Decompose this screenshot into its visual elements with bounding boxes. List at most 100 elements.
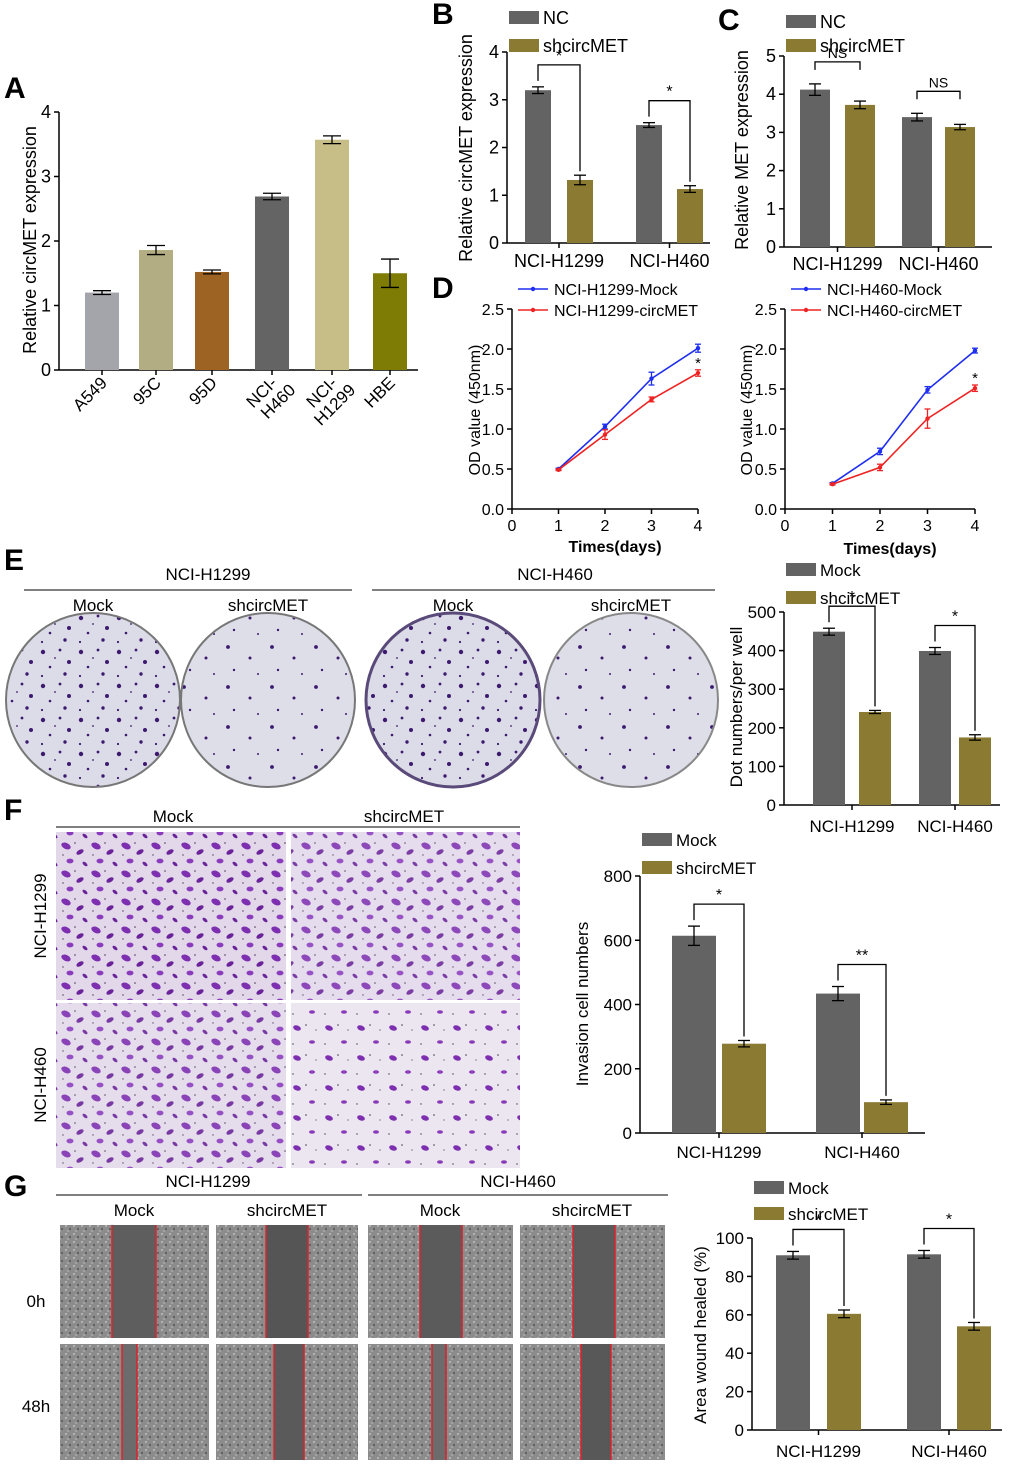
e-legend-swatch-0 [786,563,816,576]
e-sig-bracket-0 [828,605,876,707]
a-category-label-5: HBE [361,373,399,411]
a-ytick-label: 0 [41,360,51,380]
e-sig-label-1: * [952,609,958,626]
g-bar-1-0 [907,1254,941,1430]
chart-d-h1299: 0.0 0.5 1.0 1.5 2.0 2.5 OD value (450nm) 0 1 2 3 4 T… [467,282,703,556]
e-bar-0-0 [813,631,845,805]
f-bar-1-0 [816,993,860,1133]
g-ytick-label: 80 [725,1267,744,1286]
d2-xtick-label: 3 [923,518,932,535]
e-group-label-h1299: NCI-H1299 [165,565,250,584]
wound-h460-sh-48h [520,1344,665,1460]
g-ytick-label: 40 [725,1344,744,1363]
f-row-label-h460: NCI-H460 [31,1047,50,1123]
c-sig-label-0: NS [828,45,847,61]
chart-g: 0 20 40 60 80 100 Area wound healed (%) Mock shc… [691,1179,1002,1461]
e-ylabel: Dot numbers/per well [727,627,746,788]
d2-ytick-label: 0.5 [755,462,777,479]
e-label-sh-1: shcircMET [228,596,308,615]
d1-series-line-0 [557,347,699,470]
a-bar-2 [195,271,229,370]
c-legend-label-1: shcircMET [820,36,905,56]
wound-h1299-mock-0h [60,1225,209,1338]
d2-xlabel: Times(days) [843,541,936,558]
d2-legend-label-1: NCI-H460-circMET [827,303,962,320]
d2-xtick-label: 0 [781,518,790,535]
d2-xtick-label: 4 [971,518,980,535]
wound-h460-sh-0h [520,1225,665,1338]
d1-xtick-label: 1 [554,518,563,535]
g-bar-1-1 [957,1326,991,1430]
g-sig-bracket-0 [792,1228,845,1306]
f-category-label-0: NCI-H1299 [676,1143,761,1162]
c-ytick-label: 3 [766,122,776,142]
a-category-label-4: NCI-H1299 [298,368,360,430]
b-sig-bracket-0 [537,64,581,172]
a-ytick-label: 2 [41,231,51,251]
b-legend-label-1: shcircMET [543,36,628,56]
d1-ytick-label: 2.0 [482,342,504,359]
b-ytick-label: 1 [489,185,499,205]
colony-plate-h460-sh [543,612,719,788]
c-bar-1-0 [902,117,932,248]
e-label-mock-1: Mock [73,596,114,615]
d1-xtick-label: 0 [508,518,517,535]
e-label-sh-2: shcircMET [591,596,671,615]
f-ytick-label: 600 [604,931,632,950]
g-row-label-0h: 0h [27,1292,46,1311]
g-legend-swatch-1 [754,1207,784,1220]
a-ytick-label: 4 [41,102,51,122]
wound-h1299-sh-48h [216,1344,358,1460]
d1-ytick-label: 0.0 [482,502,504,519]
c-bar-1-1 [945,127,975,247]
g-legend-swatch-0 [754,1181,784,1194]
d2-legend-marker-0 [803,286,809,292]
d2-ylabel: OD value (450nm) [739,345,756,476]
g-label-sh-2: shcircMET [552,1201,632,1220]
d2-series-line-1 [832,387,976,485]
b-sig-label-1: * [666,84,672,101]
b-legend-swatch-0 [509,11,539,24]
a-ylabel: Relative circMET expression [20,126,40,354]
g-ytick-label: 60 [725,1306,744,1325]
b-category-label-0: NCI-H1299 [514,251,604,271]
f-legend-swatch-1 [642,861,672,874]
f-legend-label-0: Mock [676,831,717,850]
d1-legend-label-0: NCI-H1299-Mock [554,282,679,299]
e-legend-label-1: shcircMET [820,589,900,608]
b-bar-1-0 [636,125,662,243]
a-ytick-label: 1 [41,296,51,316]
transwell-h1299-mock [56,832,286,1000]
c-category-label-0: NCI-H1299 [792,254,882,274]
colony-plate-h1299-mock [5,612,181,788]
c-bar-0-0 [800,89,830,247]
c-category-label-1: NCI-H460 [898,254,978,274]
d1-sig-label: * [695,355,701,372]
transwell-images: Mock shcircMET NCI-H1299 NCI-H460 [31,807,520,1168]
f-ytick-label: 200 [604,1060,632,1079]
d1-xlabel: Times(days) [568,539,661,556]
wound-h460-mock-0h [368,1225,513,1338]
d1-legend-label-1: NCI-H1299-circMET [554,303,698,320]
g-label-sh-1: shcircMET [247,1201,327,1220]
a-category-label-0: A549 [69,373,111,415]
a-category-label-1: 95C [129,373,164,408]
e-sig-label-0: * [849,589,855,606]
g-row-label-48h: 48h [22,1397,50,1416]
a-bar-3 [255,196,289,370]
c-ytick-label: 4 [766,84,776,104]
c-legend-label-0: NC [820,12,846,32]
colony-plates: NCI-H1299 NCI-H460 Mock shcircMET Mock s… [5,565,719,789]
d1-ylabel: OD value (450nm) [467,345,484,476]
b-bar-0-0 [525,90,551,243]
g-ytick-label: 0 [735,1421,744,1440]
a-bar-0 [85,292,119,370]
f-label-sh: shcircMET [364,807,444,826]
e-bar-1-0 [919,650,951,805]
g-sig-label-0: * [815,1212,821,1229]
b-legend-swatch-1 [509,39,539,52]
c-ylabel: Relative MET expression [732,50,752,250]
d2-ytick-label: 1.5 [755,382,777,399]
b-legend-label-0: NC [543,8,569,28]
